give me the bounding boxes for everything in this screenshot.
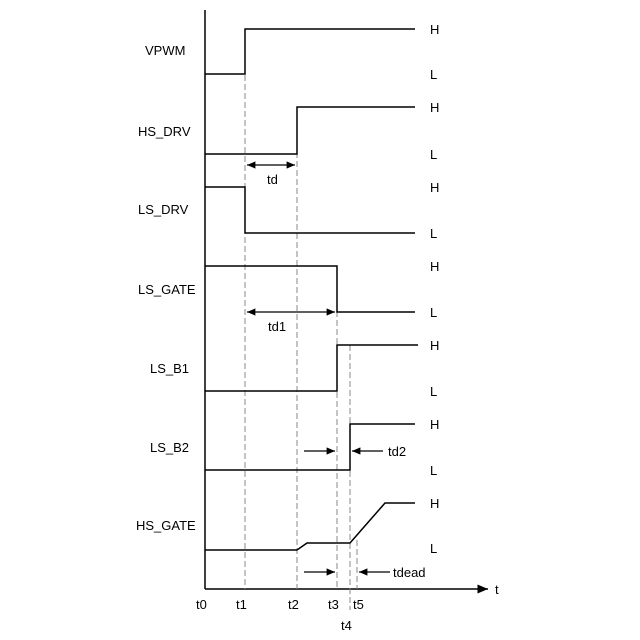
level-low: L (430, 226, 437, 241)
signal-label-vpwm: VPWM (145, 43, 185, 58)
waveform-ls-b2 (205, 424, 415, 470)
level-high: H (430, 496, 439, 511)
td-label: td (267, 172, 278, 187)
signal-label-ls-b1: LS_B1 (150, 361, 189, 376)
td2-label: td2 (388, 444, 406, 459)
time-axis-label: t (495, 582, 499, 597)
waveform-ls-drv (205, 187, 415, 233)
level-high: H (430, 180, 439, 195)
signal-label-hs-drv: HS_DRV (138, 124, 191, 139)
level-high: H (430, 100, 439, 115)
tick-t5: t5 (353, 597, 364, 612)
tick-t2: t2 (288, 597, 299, 612)
waveform-vpwm (205, 29, 415, 74)
tick-t4: t4 (341, 618, 352, 633)
signal-label-ls-drv: LS_DRV (138, 202, 189, 217)
waveform-hs-drv (205, 107, 415, 154)
level-low: L (430, 147, 437, 162)
level-high: H (430, 338, 439, 353)
waveform-ls-b1 (205, 345, 418, 391)
td1-label: td1 (268, 319, 286, 334)
signal-label-hs-gate: HS_GATE (136, 518, 196, 533)
level-high: H (430, 22, 439, 37)
tick-t0: t0 (196, 597, 207, 612)
signal-label-ls-gate: LS_GATE (138, 282, 196, 297)
level-low: L (430, 463, 437, 478)
tdead-label: tdead (393, 565, 426, 580)
level-low: L (430, 384, 437, 399)
level-low: L (430, 541, 437, 556)
level-low: L (430, 67, 437, 82)
signal-label-ls-b2: LS_B2 (150, 440, 189, 455)
tick-t1: t1 (236, 597, 247, 612)
tick-t3: t3 (328, 597, 339, 612)
level-high: H (430, 417, 439, 432)
waveform-hs-gate (205, 503, 415, 550)
level-low: L (430, 305, 437, 320)
level-high: H (430, 259, 439, 274)
waveform-ls-gate (205, 266, 415, 312)
